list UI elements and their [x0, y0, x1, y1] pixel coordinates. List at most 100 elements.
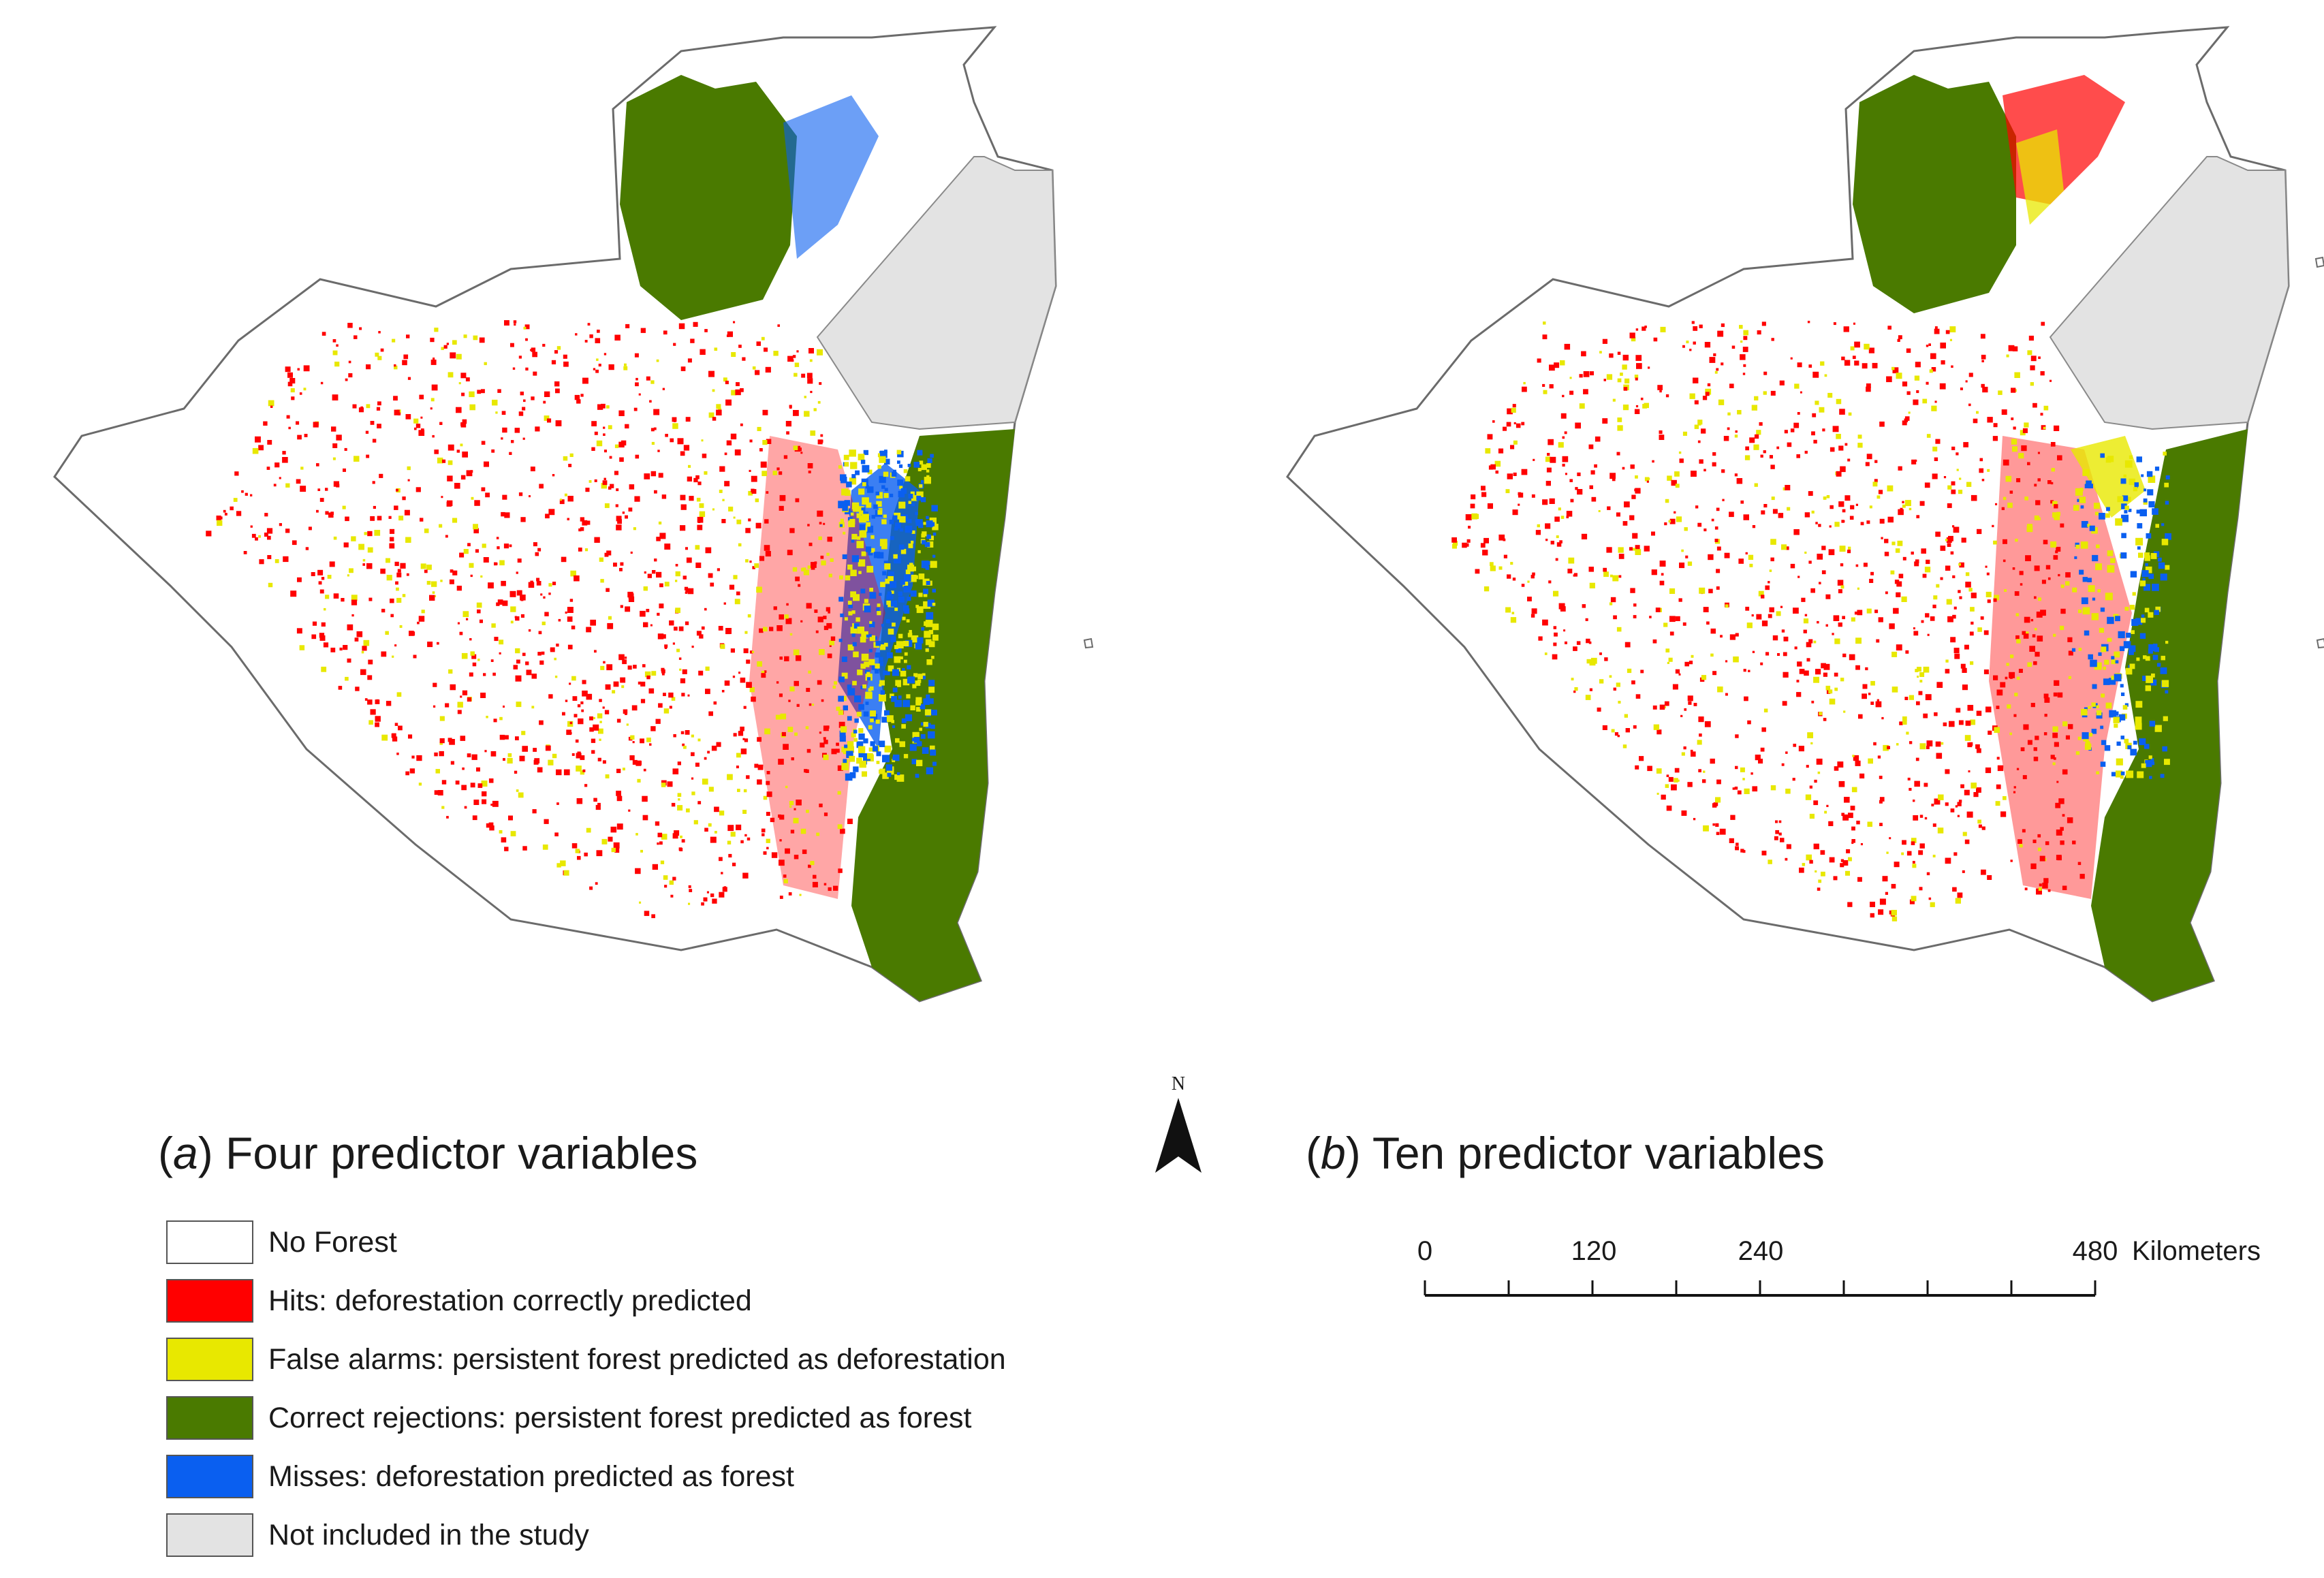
map-pixel	[1749, 437, 1755, 443]
map-pixel	[894, 645, 898, 650]
map-pixel	[931, 655, 935, 659]
map-pixel	[459, 631, 463, 635]
map-pixel	[1713, 353, 1716, 356]
map-pixel	[1683, 746, 1686, 750]
map-pixel	[1632, 533, 1638, 539]
map-pixel	[571, 676, 576, 681]
map-pixel	[1742, 850, 1746, 853]
map-pixel	[375, 716, 381, 722]
map-pixel	[2088, 654, 2093, 660]
map-pixel	[681, 839, 685, 843]
map-pixel	[1558, 442, 1564, 448]
map-pixel	[2150, 679, 2157, 686]
map-pixel	[544, 415, 550, 421]
map-pixel	[1569, 390, 1574, 395]
map-pixel	[875, 652, 881, 658]
map-pixel	[497, 599, 503, 605]
map-pixel	[532, 809, 537, 814]
map-pixel	[463, 549, 469, 554]
map-pixel	[2100, 453, 2105, 458]
map-pixel	[714, 347, 718, 351]
map-pixel	[650, 624, 653, 627]
map-pixel	[1919, 887, 1923, 891]
map-pixel	[1838, 622, 1842, 627]
map-pixel	[1965, 380, 1968, 383]
map-pixel	[1994, 727, 2000, 733]
map-pixel	[884, 710, 890, 716]
map-pixel	[1925, 694, 1932, 701]
map-pixel	[1547, 453, 1550, 456]
map-pixel	[2003, 459, 2009, 466]
map-pixel	[479, 619, 483, 623]
map-pixel	[929, 535, 934, 541]
map-pixel	[921, 561, 929, 568]
map-pixel	[1940, 343, 1946, 349]
map-pixel	[752, 566, 755, 569]
map-pixel	[1661, 794, 1666, 800]
map-pixel	[1635, 475, 1638, 479]
map-pixel	[1828, 821, 1834, 826]
map-pixel	[926, 534, 931, 539]
map-pixel	[311, 634, 317, 640]
map-pixel	[266, 467, 270, 470]
map-pixel	[1797, 575, 1800, 578]
map-pixel	[875, 491, 880, 496]
map-pixel	[2050, 500, 2054, 504]
map-pixel	[325, 595, 330, 599]
map-pixel	[447, 475, 453, 482]
map-pixel	[1895, 548, 1900, 553]
map-pixel	[1714, 539, 1718, 542]
map-pixel	[1729, 634, 1736, 640]
map-pixel	[597, 330, 600, 333]
map-pixel	[469, 391, 475, 398]
map-pixel	[600, 579, 604, 583]
map-pixel	[1812, 413, 1817, 417]
map-pixel	[620, 677, 626, 683]
map-pixel	[1678, 598, 1682, 602]
map-pixel	[823, 812, 828, 817]
map-pixel	[1749, 563, 1753, 567]
map-pixel	[381, 734, 388, 741]
map-pixel	[1855, 503, 1858, 506]
map-pixel	[1833, 322, 1836, 326]
map-pixel	[1690, 749, 1693, 753]
map-pixel	[413, 654, 417, 659]
map-pixel	[332, 443, 338, 448]
map-pixel	[599, 699, 602, 702]
map-pixel	[1881, 716, 1884, 720]
map-pixel	[1919, 743, 1926, 750]
map-pixel	[869, 686, 874, 691]
map-pixel	[1566, 516, 1569, 518]
map-pixel	[862, 464, 870, 473]
map-pixel	[702, 778, 708, 785]
map-pixel	[297, 435, 302, 440]
map-pixel	[1595, 436, 1601, 442]
map-pixel	[233, 498, 238, 502]
map-pixel	[548, 593, 551, 595]
map-pixel	[2084, 630, 2090, 636]
map-pixel	[795, 498, 800, 503]
map-pixel	[1523, 381, 1526, 385]
map-pixel	[1676, 516, 1682, 522]
map-pixel	[1894, 580, 1900, 584]
map-pixel	[1465, 543, 1469, 547]
map-pixel	[2075, 488, 2083, 496]
map-pixel	[355, 687, 360, 691]
map-pixel	[2165, 565, 2170, 570]
map-pixel	[584, 852, 588, 857]
map-pixel	[1740, 354, 1746, 360]
map-pixel	[1530, 614, 1535, 618]
map-pixel	[404, 509, 410, 516]
map-pixel	[723, 377, 727, 382]
map-pixel	[2163, 452, 2167, 456]
map-pixel	[2006, 354, 2009, 358]
map-pixel	[345, 378, 348, 381]
map-pixel	[1756, 430, 1761, 435]
map-pixel	[1840, 585, 1844, 589]
map-pixel	[1979, 468, 1984, 473]
map-pixel	[734, 449, 741, 456]
map-pixel	[772, 471, 777, 475]
map-pixel	[2020, 747, 2025, 751]
map-pixel	[1860, 843, 1863, 846]
map-pixel	[1891, 883, 1896, 889]
